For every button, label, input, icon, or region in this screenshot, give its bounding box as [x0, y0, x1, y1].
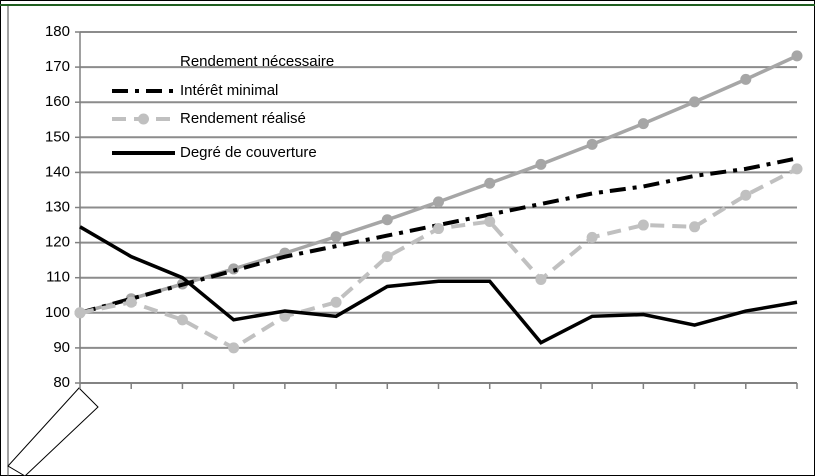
series-marker [228, 342, 240, 354]
series-marker [586, 138, 598, 150]
y-tick-label: 110 [46, 269, 70, 286]
legend-label: Degré de couverture [180, 144, 317, 161]
y-tick-label: 170 [45, 58, 70, 75]
series-marker [381, 251, 393, 263]
y-tick-label: 120 [45, 234, 70, 251]
y-tick-label: 90 [53, 339, 70, 356]
series-marker [74, 307, 86, 319]
series-marker [433, 223, 444, 235]
series-marker [279, 310, 291, 322]
y-tick-label: 130 [45, 198, 70, 215]
series-marker [689, 221, 701, 233]
series-marker [637, 219, 649, 231]
series-marker [330, 231, 342, 243]
series-marker [535, 158, 547, 170]
series-line [79, 156, 798, 315]
series-marker [484, 177, 496, 189]
y-tick-label: 180 [45, 23, 70, 40]
series-line [79, 225, 798, 345]
legend-label: Rendement réalisé [180, 110, 306, 127]
series-marker [637, 118, 649, 130]
y-tick-label: 80 [53, 374, 70, 391]
series-marker [740, 189, 752, 201]
series-marker [586, 231, 598, 243]
series-marker [791, 50, 803, 62]
series-marker [381, 214, 393, 226]
series-marker [125, 296, 137, 308]
series-marker [791, 163, 803, 175]
series-marker [740, 73, 752, 85]
legend-label: Rendement nécessaire [180, 53, 334, 70]
y-tick-label: 150 [45, 128, 70, 145]
series-marker [176, 314, 188, 326]
series-marker [535, 273, 547, 285]
y-tick-label: 140 [45, 163, 70, 180]
legend-label: Intérêt minimal [180, 82, 278, 99]
series-marker [330, 296, 342, 308]
label-box [7, 387, 99, 476]
series-marker [484, 216, 496, 228]
series-marker [433, 196, 444, 208]
y-tick-label: 160 [45, 93, 70, 110]
y-tick-label: 100 [45, 304, 70, 321]
series-marker [689, 96, 701, 108]
legend-marker [138, 113, 149, 125]
